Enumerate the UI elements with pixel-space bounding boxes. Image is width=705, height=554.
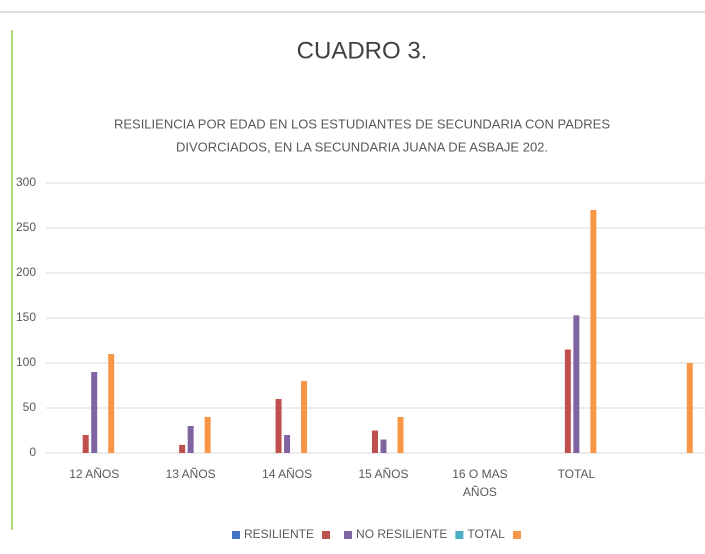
legend-label: TOTAL [467,527,505,541]
chart-title: RESILIENCIA POR EDAD EN LOS ESTUDIANTES … [114,116,610,131]
x-tick-label: 13 AÑOS [166,467,216,481]
y-tick-label: 200 [16,265,36,279]
bar [284,435,291,453]
bar [372,430,378,453]
legend-swatch [322,531,331,539]
heading: CUADRO 3. [297,37,428,64]
bar [108,354,115,453]
x-tick-label: 15 AÑOS [358,467,408,481]
bar [590,210,597,453]
legend-swatch [512,531,521,539]
y-tick-label: 250 [16,220,36,234]
bar [82,435,89,453]
y-tick-label: 300 [16,175,36,189]
bar [204,417,211,453]
bar [397,417,404,453]
legend-swatch [455,531,464,539]
y-tick-label: 100 [16,355,36,369]
y-tick-label: 50 [23,400,37,414]
legend-label: NO RESILIENTE [356,527,447,541]
bar [301,381,308,453]
x-tick-label: 14 AÑOS [262,467,312,481]
legend-label: RESILIENTE [244,527,314,541]
bar [686,363,693,453]
x-tick-label: 12 AÑOS [69,467,119,481]
bar [380,439,387,453]
bar [179,444,186,453]
legend-swatch [232,531,240,539]
x-tick-label: TOTAL [558,467,596,481]
x-tick-label: 16 O MAS AÑOS [452,467,507,499]
bar [91,372,98,453]
chart-title: DIVORCIADOS, EN LA SECUNDARIA JUANA DE A… [176,139,548,154]
bar [573,315,580,453]
y-tick-label: 0 [29,445,36,459]
y-tick-label: 150 [16,310,36,324]
bar [187,426,194,453]
bar [275,399,282,453]
legend-swatch [344,531,353,539]
bar [564,349,571,453]
